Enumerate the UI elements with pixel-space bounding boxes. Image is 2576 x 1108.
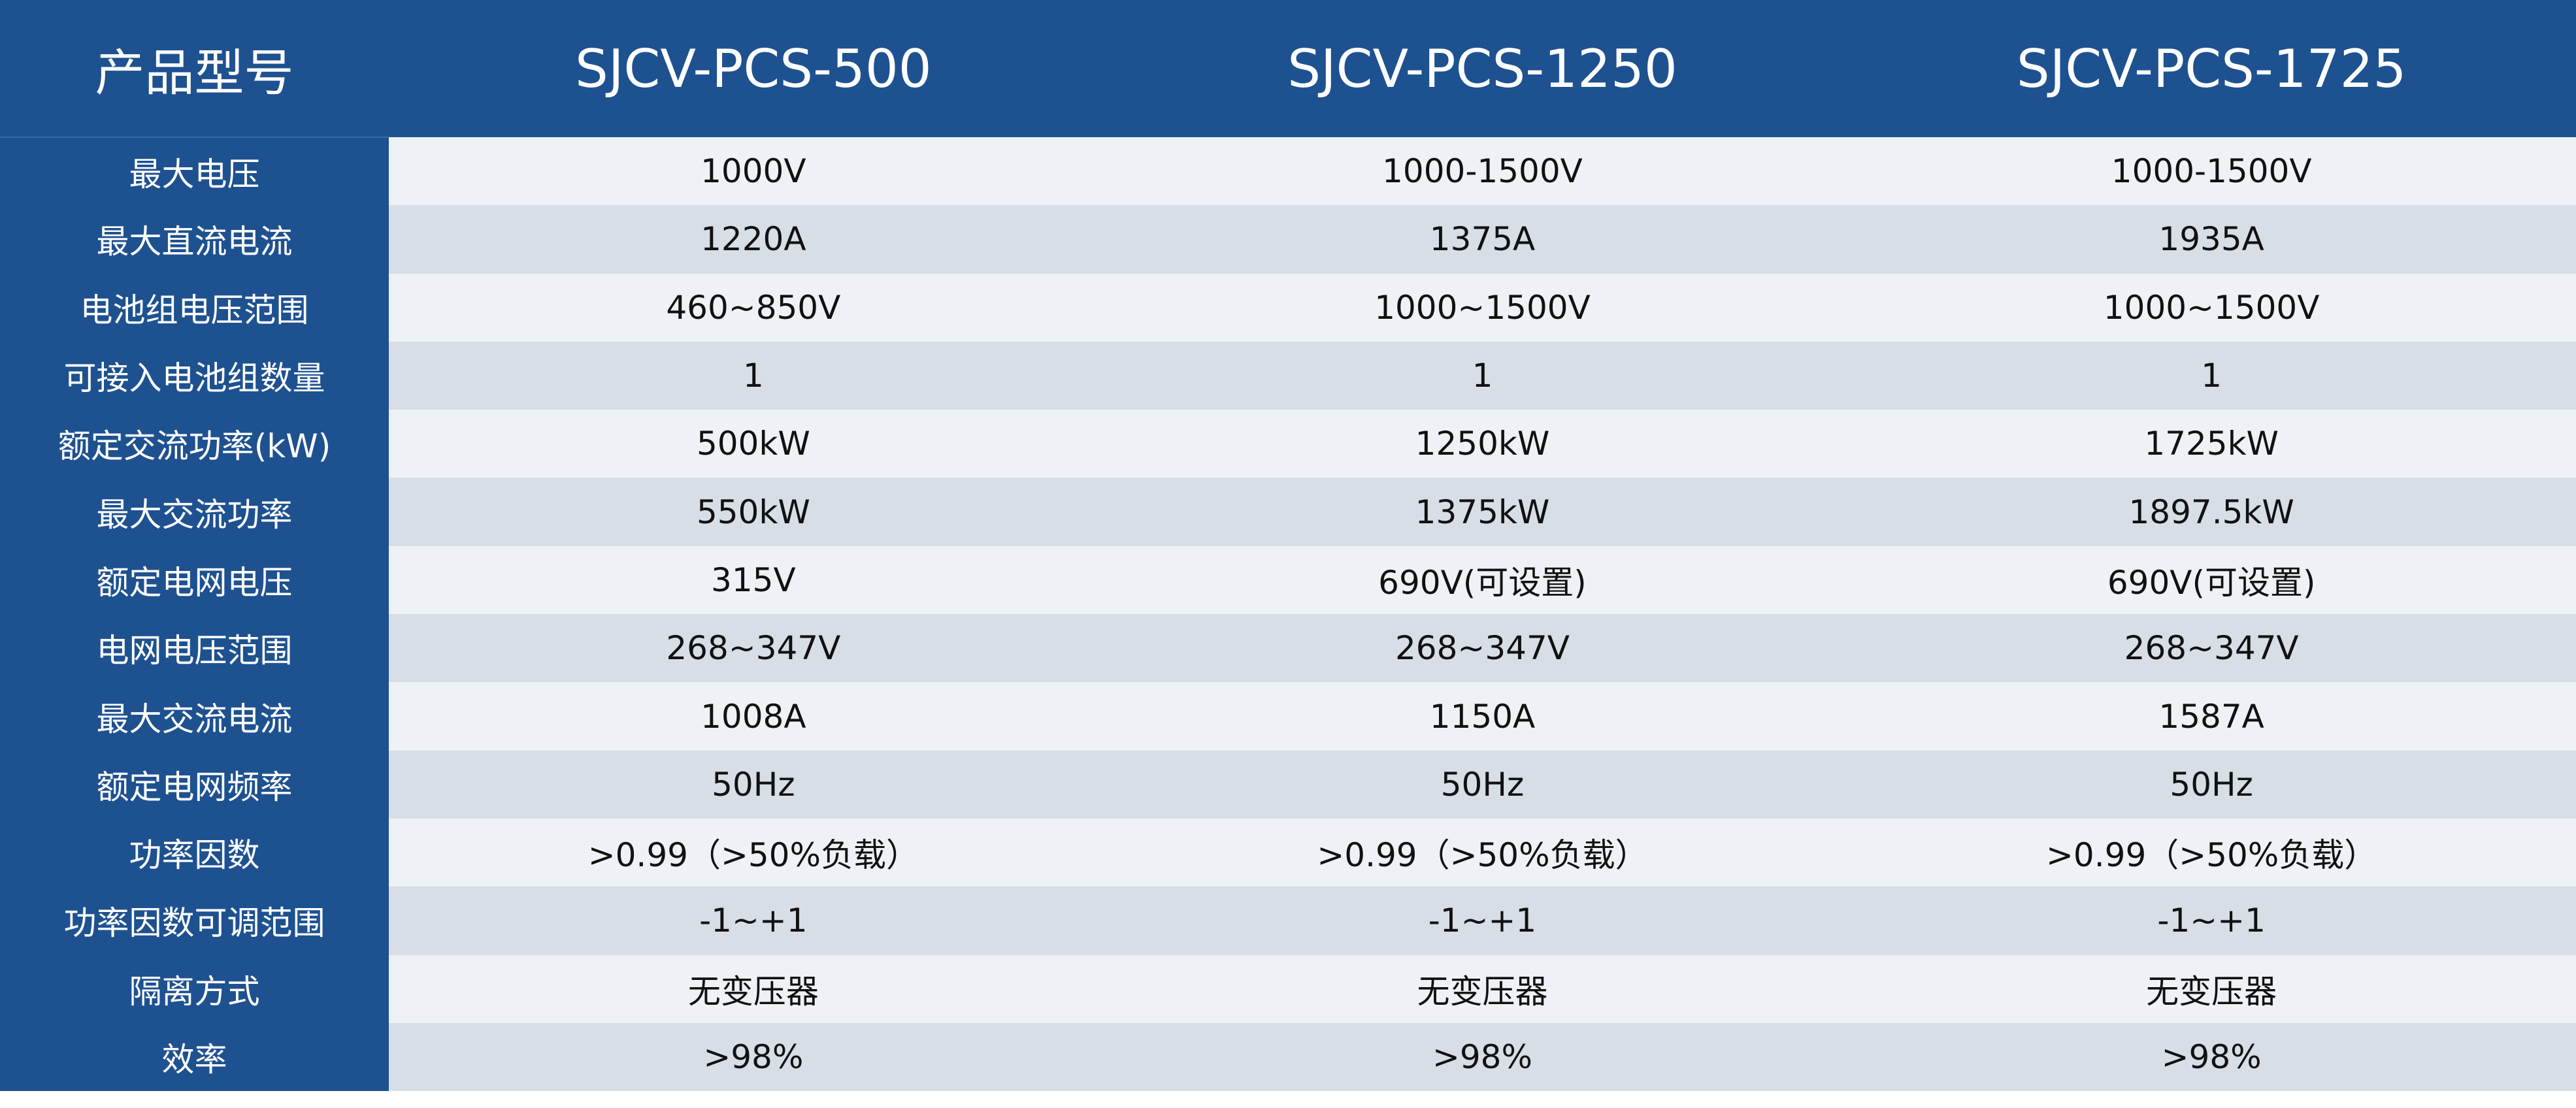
table-cell: 1220A	[389, 205, 1118, 274]
row-label: 最大交流功率	[0, 478, 389, 546]
table-cell: -1~+1	[1847, 887, 2576, 955]
table-cell: 268~347V	[1117, 614, 1847, 683]
table-cell: 690V(可设置)	[1847, 546, 2576, 615]
table-cell: -1~+1	[1117, 887, 1847, 955]
row-label: 功率因数可调范围	[0, 887, 389, 955]
table-cell: 无变压器	[1117, 954, 1847, 1023]
table-cell: 1000-1500V	[1847, 137, 2576, 206]
table-cell: 1000~1500V	[1847, 273, 2576, 342]
row-label: 电池组电压范围	[0, 273, 389, 342]
table-cell: 1587A	[1847, 682, 2576, 751]
row-label: 最大交流电流	[0, 682, 389, 751]
row-label: 最大直流电流	[0, 205, 389, 274]
table-row: 额定电网频率 50Hz 50Hz 50Hz	[0, 750, 2576, 819]
row-label: 功率因数	[0, 818, 389, 887]
table-cell: 268~347V	[1847, 614, 2576, 683]
row-label: 可接入电池组数量	[0, 341, 389, 410]
table-cell: >0.99（>50%负载）	[1117, 818, 1847, 887]
table-row: 电池组电压范围 460~850V 1000~1500V 1000~1500V	[0, 273, 2576, 342]
table-cell: 1	[1117, 341, 1847, 410]
table-cell: 1250kW	[1117, 410, 1847, 478]
table-cell: >98%	[1117, 1022, 1847, 1092]
row-label: 额定电网频率	[0, 750, 389, 819]
table-row: 功率因数 >0.99（>50%负载） >0.99（>50%负载） >0.99（>…	[0, 818, 2576, 887]
header-row: 产品型号 SJCV-PCS-500 SJCV-PCS-1250 SJCV-PCS…	[0, 0, 2576, 138]
table-cell: >0.99（>50%负载）	[1847, 818, 2576, 887]
table-cell: 1000~1500V	[1117, 273, 1847, 342]
table-row: 效率 >98% >98% >98%	[0, 1022, 2576, 1092]
table-cell: >98%	[389, 1022, 1118, 1092]
table-cell: 无变压器	[1847, 954, 2576, 1023]
row-label: 额定交流功率(kW)	[0, 410, 389, 478]
model-header: SJCV-PCS-1250	[1117, 0, 1847, 137]
table-cell: 690V(可设置)	[1117, 546, 1847, 615]
table-cell: 1150A	[1117, 682, 1847, 751]
table-row: 最大直流电流 1220A 1375A 1935A	[0, 205, 2576, 274]
table-row: 最大交流功率 550kW 1375kW 1897.5kW	[0, 478, 2576, 546]
table-cell: 315V	[389, 546, 1118, 615]
table-cell: 1375kW	[1117, 478, 1847, 546]
model-header: SJCV-PCS-1725	[1847, 0, 2576, 137]
table-cell: >0.99（>50%负载）	[389, 818, 1118, 887]
row-label: 隔离方式	[0, 954, 389, 1023]
model-header: SJCV-PCS-500	[389, 0, 1118, 137]
table-cell: 1008A	[389, 682, 1118, 751]
table-row: 可接入电池组数量 1 1 1	[0, 341, 2576, 410]
table-row: 功率因数可调范围 -1~+1 -1~+1 -1~+1	[0, 887, 2576, 955]
table-cell: 460~850V	[389, 273, 1118, 342]
table-cell: 1935A	[1847, 205, 2576, 274]
table-row: 最大电压 1000V 1000-1500V 1000-1500V	[0, 137, 2576, 206]
row-label: 最大电压	[0, 137, 389, 206]
table-cell: 50Hz	[1117, 750, 1847, 819]
table-cell: 1	[1847, 341, 2576, 410]
table-cell: 1725kW	[1847, 410, 2576, 478]
table-cell: -1~+1	[389, 887, 1118, 955]
table-cell: 1375A	[1117, 205, 1847, 274]
corner-header: 产品型号	[0, 0, 389, 138]
table-cell: 268~347V	[389, 614, 1118, 683]
table-cell: 50Hz	[1847, 750, 2576, 819]
table-cell: 1000-1500V	[1117, 137, 1847, 206]
table-row: 额定交流功率(kW) 500kW 1250kW 1725kW	[0, 410, 2576, 478]
table-row: 隔离方式 无变压器 无变压器 无变压器	[0, 954, 2576, 1023]
table-cell: 1000V	[389, 137, 1118, 206]
table-cell: 500kW	[389, 410, 1118, 478]
table-row: 最大交流电流 1008A 1150A 1587A	[0, 682, 2576, 751]
table-row: 额定电网电压 315V 690V(可设置) 690V(可设置)	[0, 546, 2576, 615]
table-cell: 550kW	[389, 478, 1118, 546]
table-row: 电网电压范围 268~347V 268~347V 268~347V	[0, 614, 2576, 683]
row-label: 额定电网电压	[0, 546, 389, 615]
table-cell: 1897.5kW	[1847, 478, 2576, 546]
table-cell: 无变压器	[389, 954, 1118, 1023]
table-cell: >98%	[1847, 1022, 2576, 1092]
row-label: 效率	[0, 1022, 389, 1092]
row-label: 电网电压范围	[0, 614, 389, 683]
table-cell: 50Hz	[389, 750, 1118, 819]
table-cell: 1	[389, 341, 1118, 410]
